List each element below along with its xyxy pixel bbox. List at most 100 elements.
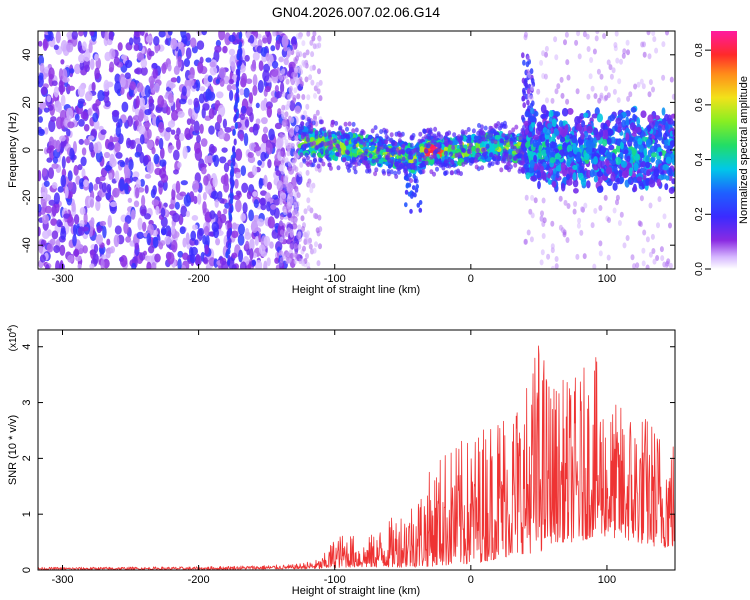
spectrogram-cell bbox=[368, 146, 375, 152]
spectrogram-cell bbox=[230, 182, 234, 190]
spectrogram-cell bbox=[482, 136, 487, 142]
spectrogram-cell bbox=[167, 92, 174, 104]
spectrogram-cell bbox=[260, 190, 267, 196]
spectrogram-cell bbox=[194, 254, 202, 266]
spectrogram-cell bbox=[420, 152, 425, 158]
spectrogram-cell bbox=[231, 166, 235, 174]
spectrogram-cell bbox=[173, 169, 179, 175]
spectrogram-cell bbox=[344, 155, 352, 162]
spectrogram-cell bbox=[39, 72, 44, 81]
spectrogram-cell bbox=[579, 229, 584, 236]
spectrogram-cell bbox=[638, 179, 644, 187]
spectrogram-cell bbox=[52, 156, 59, 164]
x-tick-label: -100 bbox=[324, 273, 346, 285]
spectrogram-cell bbox=[598, 205, 603, 211]
spectrogram-cell bbox=[291, 71, 296, 78]
spectrogram-cell bbox=[542, 217, 547, 224]
spectrogram-cell bbox=[415, 184, 420, 189]
spectrogram-cell bbox=[161, 62, 167, 75]
spectrogram-cell bbox=[648, 251, 653, 258]
spectrogram-cell bbox=[566, 158, 572, 168]
spectrogram-cell bbox=[312, 157, 317, 163]
spectrogram-cell bbox=[554, 256, 559, 262]
spectrogram-cell bbox=[525, 61, 530, 68]
spectrogram-cell bbox=[144, 173, 152, 179]
spectrogram-cell bbox=[310, 51, 315, 58]
y-tick-label: 4 bbox=[21, 344, 33, 350]
spectrogram-cell bbox=[605, 151, 612, 159]
spectrogram-cell bbox=[457, 152, 462, 158]
spectrogram-cell bbox=[278, 249, 283, 256]
spectrogram-cell bbox=[48, 145, 55, 151]
spectrogram-cell bbox=[134, 151, 141, 158]
spectrogram-cell bbox=[252, 85, 258, 96]
spectrogram-cell bbox=[321, 161, 326, 167]
spectrogram-cell bbox=[596, 185, 604, 194]
spectrogram-cell bbox=[551, 180, 557, 188]
spectrogram-cell bbox=[199, 86, 206, 92]
spectrogram-cell bbox=[160, 207, 166, 218]
spectrogram-cell bbox=[106, 183, 112, 194]
spectrogram-cell bbox=[564, 31, 569, 38]
spectrogram-cell bbox=[492, 156, 497, 161]
spectrogram-cell bbox=[410, 163, 415, 169]
spectrogram-cell bbox=[545, 97, 549, 104]
spectrogram-cell bbox=[78, 31, 84, 37]
spectrogram-cell bbox=[654, 115, 661, 121]
spectrogram-cell bbox=[66, 42, 74, 53]
spectrogram-cell bbox=[259, 197, 267, 206]
y-tick-label: -40 bbox=[21, 237, 33, 253]
spectrogram-cell bbox=[283, 209, 288, 215]
spectrogram-cell bbox=[216, 91, 224, 99]
spectrogram-cell bbox=[398, 132, 403, 138]
spectrogram-cell bbox=[585, 33, 590, 40]
spectrogram-cell bbox=[215, 237, 221, 246]
spectrogram-cell bbox=[214, 199, 219, 208]
spectrogram-cell bbox=[344, 149, 349, 155]
spectrogram-cell bbox=[254, 145, 261, 152]
spectrogram-cell bbox=[373, 125, 378, 131]
spectrogram-cell bbox=[204, 244, 209, 255]
spectrogram-cell bbox=[237, 234, 245, 246]
spectrogram-cell bbox=[314, 129, 319, 135]
spectrogram-cell bbox=[583, 112, 589, 118]
spectrogram-cell bbox=[74, 113, 80, 122]
spectrogram-cell bbox=[413, 178, 418, 184]
spectrogram-cell bbox=[602, 33, 607, 39]
spectrogram-cell bbox=[608, 64, 613, 71]
spectrogram-cell bbox=[546, 253, 551, 260]
spectrogram-cell bbox=[435, 166, 439, 172]
spectrogram-cell bbox=[48, 67, 55, 80]
spectrogram-cell bbox=[525, 172, 531, 180]
spectrogram-cell bbox=[641, 136, 648, 142]
spectrogram-cell bbox=[69, 68, 75, 74]
spectrogram-cell bbox=[141, 195, 146, 208]
spectrogram-cell bbox=[290, 37, 297, 47]
spectrogram-cell bbox=[613, 42, 618, 48]
spectrogram-cell bbox=[127, 115, 133, 127]
spectrogram-cell bbox=[288, 90, 293, 97]
spectrogram-cell bbox=[580, 206, 585, 213]
spectrogram-cell bbox=[661, 41, 666, 48]
spectrogram-cell bbox=[376, 142, 381, 148]
spectrogram-cell bbox=[550, 243, 555, 250]
spectrogram-cell bbox=[427, 141, 432, 147]
spectrogram-cell bbox=[623, 149, 629, 155]
spectrogram-cell bbox=[559, 149, 565, 157]
spectrogram-cell bbox=[293, 151, 298, 157]
spectrogram-cell bbox=[263, 235, 271, 247]
spectrogram-cell bbox=[386, 168, 391, 174]
spectrogram-cell bbox=[80, 156, 87, 167]
spectrogram-cell bbox=[159, 147, 165, 160]
spectrogram-cell bbox=[177, 161, 182, 168]
spectrogram-cell bbox=[606, 254, 611, 261]
spectrogram-cell bbox=[508, 154, 513, 160]
spectrogram-cell bbox=[299, 152, 304, 158]
spectrogram-cell bbox=[412, 173, 417, 179]
spectrogram-cell bbox=[281, 34, 289, 48]
spectrogram-cell bbox=[655, 120, 659, 128]
spectrogram-cell bbox=[633, 162, 639, 172]
spectrogram-cell bbox=[278, 70, 283, 77]
spectrogram-cell bbox=[274, 257, 280, 264]
spectrogram-cell bbox=[521, 167, 525, 174]
